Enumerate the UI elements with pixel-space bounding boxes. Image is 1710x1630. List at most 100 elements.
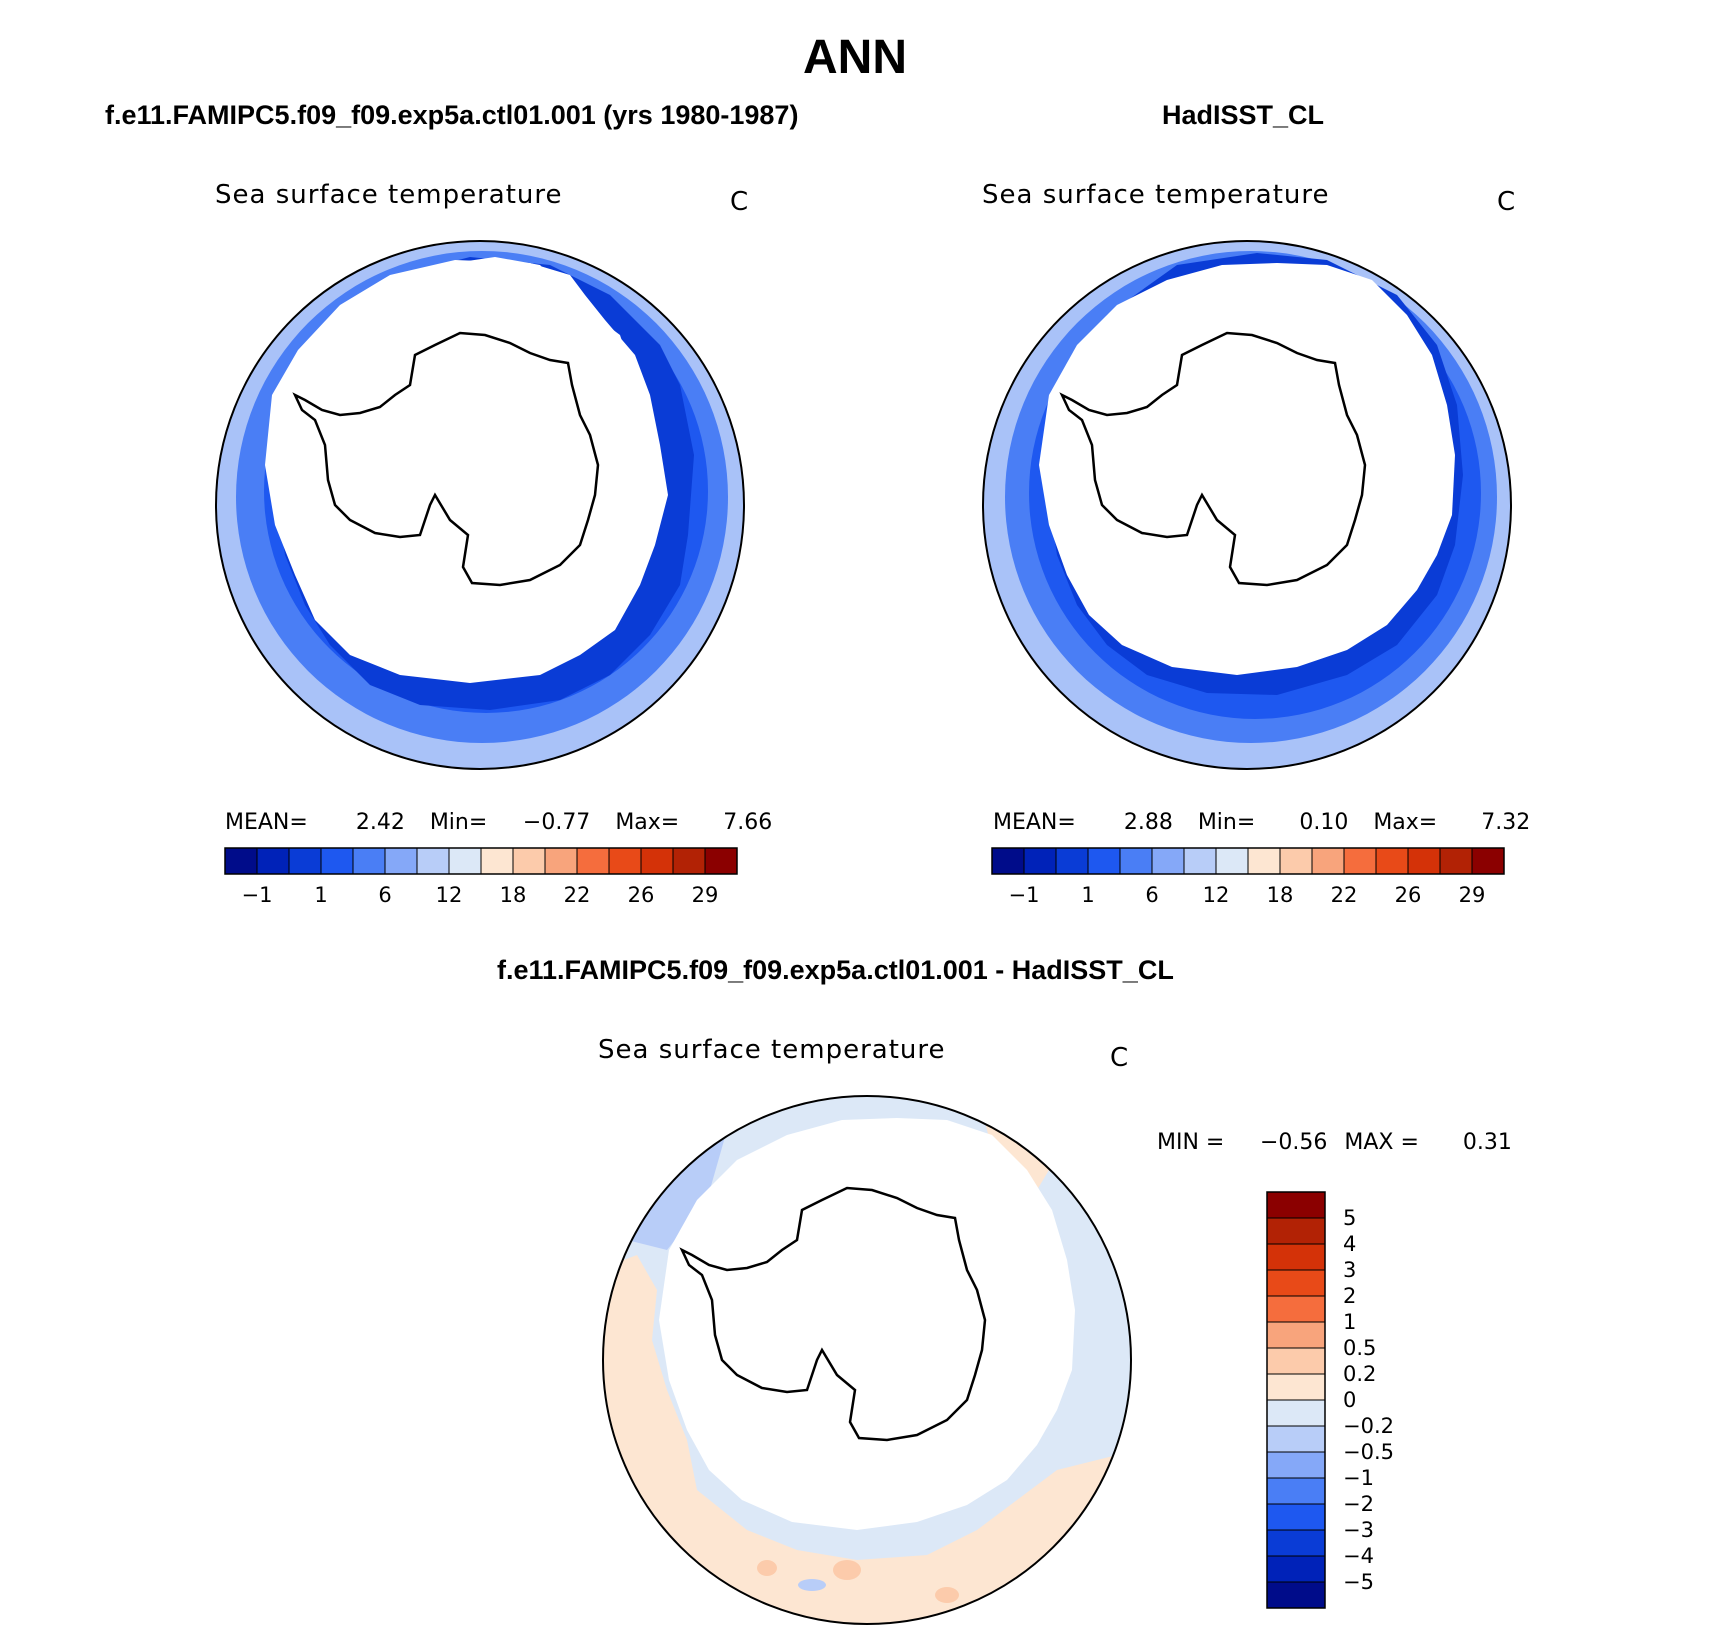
panel-1-colorbar-tick-label: 12 <box>436 883 463 907</box>
panel-2-min-value: 0.10 <box>1299 810 1349 835</box>
panel-2-colorbar-swatch <box>1407 847 1441 875</box>
panel-2-colorbar: −1 1 6 12 18 22 26 29 <box>991 847 1505 907</box>
diff-colorbar-swatch <box>1266 1373 1326 1401</box>
panel-2-stats: MEAN= 2.88 Min= 0.10 Max= 7.32 <box>993 810 1530 835</box>
panel-2-colorbar-swatch <box>1247 847 1281 875</box>
panel-2-colorbar-tick-label: 18 <box>1267 883 1294 907</box>
diff-colorbar-swatch <box>1266 1269 1326 1297</box>
diff-panel-map <box>602 1095 1132 1625</box>
panel-1-colorbar-swatch <box>256 847 290 875</box>
panel-1-max-label: Max= <box>615 810 680 835</box>
diff-colorbar-swatch <box>1266 1399 1326 1427</box>
panel-2-max-label: Max= <box>1373 810 1438 835</box>
diff-colorbar-swatch <box>1266 1451 1326 1479</box>
diff-colorbar-tick-label: 0.2 <box>1343 1362 1376 1386</box>
panel-1-mean-value: 2.42 <box>355 810 405 835</box>
diff-colorbar-swatch <box>1266 1191 1326 1219</box>
panel-1-stats: MEAN= 2.42 Min= −0.77 Max= 7.66 <box>225 810 772 835</box>
panel-2-plot-title: Sea surface temperature <box>982 180 1330 210</box>
diff-colorbar-swatch <box>1266 1243 1326 1271</box>
panel-1-colorbar-swatch <box>704 847 738 875</box>
panel-2-colorbar-tick-label: −1 <box>1009 883 1040 907</box>
panel-1-colorbar-swatch <box>224 847 258 875</box>
panel-1-colorbar-tick-label: 29 <box>692 883 719 907</box>
diff-colorbar-tick-label: −0.2 <box>1343 1414 1394 1438</box>
panel-2-min-label: Min= <box>1197 810 1256 835</box>
panel-1-colorbar-tick-label: 26 <box>628 883 655 907</box>
diff-colorbar-swatch <box>1266 1321 1326 1349</box>
diff-colorbar-swatch <box>1266 1425 1326 1453</box>
diff-colorbar-tick-label: −2 <box>1343 1492 1374 1516</box>
panel-1-colorbar-swatch <box>576 847 610 875</box>
panel-2-mean-label: MEAN= <box>993 810 1076 835</box>
panel-2-map <box>982 240 1512 770</box>
panel-2-colorbar-swatch <box>1055 847 1089 875</box>
panel-2-colorbar-swatch <box>1183 847 1217 875</box>
diff-colorbar-swatch <box>1266 1503 1326 1531</box>
panel-1-min-label: Min= <box>429 810 488 835</box>
panel-2-colorbar-swatch <box>1279 847 1313 875</box>
panel-2-colorbar-tick-label: 12 <box>1203 883 1230 907</box>
panel-1-plot-title: Sea surface temperature <box>215 180 563 210</box>
panel-1-colorbar-tick-label: 18 <box>500 883 527 907</box>
diff-panel-min-value: −0.56 <box>1259 1130 1328 1155</box>
diff-colorbar-swatch <box>1266 1295 1326 1323</box>
panel-2-colorbar-swatch <box>1023 847 1057 875</box>
diff-colorbar-tick-label: 4 <box>1343 1232 1356 1256</box>
diff-colorbar-tick-label: −3 <box>1343 1518 1374 1542</box>
panel-2-colorbar-swatch <box>1119 847 1153 875</box>
diff-colorbar-swatch <box>1266 1477 1326 1505</box>
page-title: ANN <box>803 31 907 84</box>
panel-2-colorbar-tick-label: 1 <box>1081 883 1094 907</box>
diff-colorbar-tick-label: 3 <box>1343 1258 1356 1282</box>
panel-1-colorbar-swatch <box>608 847 642 875</box>
panel-2-colorbar-tick-label: 6 <box>1145 883 1158 907</box>
panel-2-max-value: 7.32 <box>1481 810 1531 835</box>
panel-2-colorbar-swatch <box>1151 847 1185 875</box>
diff-colorbar-swatch <box>1266 1555 1326 1583</box>
panel-1-colorbar-swatch <box>640 847 674 875</box>
panel-2-colorbar-tick-label: 26 <box>1395 883 1422 907</box>
diff-colorbar-tick-label: 1 <box>1343 1310 1356 1334</box>
diff-colorbar-tick-label: 0.5 <box>1343 1336 1376 1360</box>
panel-2-colorbar-swatch <box>1375 847 1409 875</box>
diff-colorbar-swatch <box>1266 1347 1326 1375</box>
panel-2-colorbar-swatch <box>1343 847 1377 875</box>
diff-panel-header: f.e11.FAMIPC5.f09_f09.exp5a.ctl01.001 - … <box>497 955 1174 985</box>
panel-1-colorbar: −1 1 6 12 18 22 26 29 <box>224 847 738 907</box>
panel-2-colorbar-tick-label: 22 <box>1331 883 1358 907</box>
diff-colorbar-swatch <box>1266 1217 1326 1245</box>
diff-panel-unit: C <box>1110 1043 1129 1073</box>
panel-2-colorbar-tick-label: 29 <box>1459 883 1486 907</box>
panel-2-mean-value: 2.88 <box>1123 810 1173 835</box>
panel-1-colorbar-swatch <box>512 847 546 875</box>
diff-colorbar-tick-label: −0.5 <box>1343 1440 1394 1464</box>
panel-1-colorbar-swatch <box>480 847 514 875</box>
panel-1-colorbar-swatch <box>352 847 386 875</box>
diff-colorbar-tick-label: 5 <box>1343 1206 1356 1230</box>
panel-1-mean-label: MEAN= <box>225 810 308 835</box>
panel-1-unit: C <box>730 187 749 217</box>
diff-colorbar-tick-label: −1 <box>1343 1466 1374 1490</box>
diff-colorbar-tick-label: −5 <box>1343 1570 1374 1594</box>
diff-colorbar-tick-label: 2 <box>1343 1284 1356 1308</box>
panel-1-colorbar-tick-label: 1 <box>314 883 327 907</box>
panel-1-colorbar-swatch <box>544 847 578 875</box>
panel-1-colorbar-swatch <box>416 847 450 875</box>
diff-colorbar-tick-label: −4 <box>1343 1544 1374 1568</box>
panel-1-max-value: 7.66 <box>723 810 773 835</box>
panel-1-colorbar-tick-label: 22 <box>564 883 591 907</box>
panel-2-colorbar-swatch <box>1471 847 1505 875</box>
panel-1-map <box>215 240 745 770</box>
panel-1-colorbar-swatch <box>384 847 418 875</box>
diff-panel-plot-title: Sea surface temperature <box>598 1035 946 1065</box>
panel-1-min-value: −0.77 <box>522 810 591 835</box>
panel-1-header: f.e11.FAMIPC5.f09_f09.exp5a.ctl01.001 (y… <box>105 100 799 130</box>
diff-colorbar-swatch <box>1266 1529 1326 1557</box>
panel-1-colorbar-tick-label: −1 <box>242 883 273 907</box>
panel-2-unit: C <box>1497 187 1516 217</box>
diff-panel-max-value: 0.31 <box>1462 1130 1512 1155</box>
panel-1-colorbar-swatch <box>672 847 706 875</box>
diff-colorbar-swatch <box>1266 1581 1326 1609</box>
